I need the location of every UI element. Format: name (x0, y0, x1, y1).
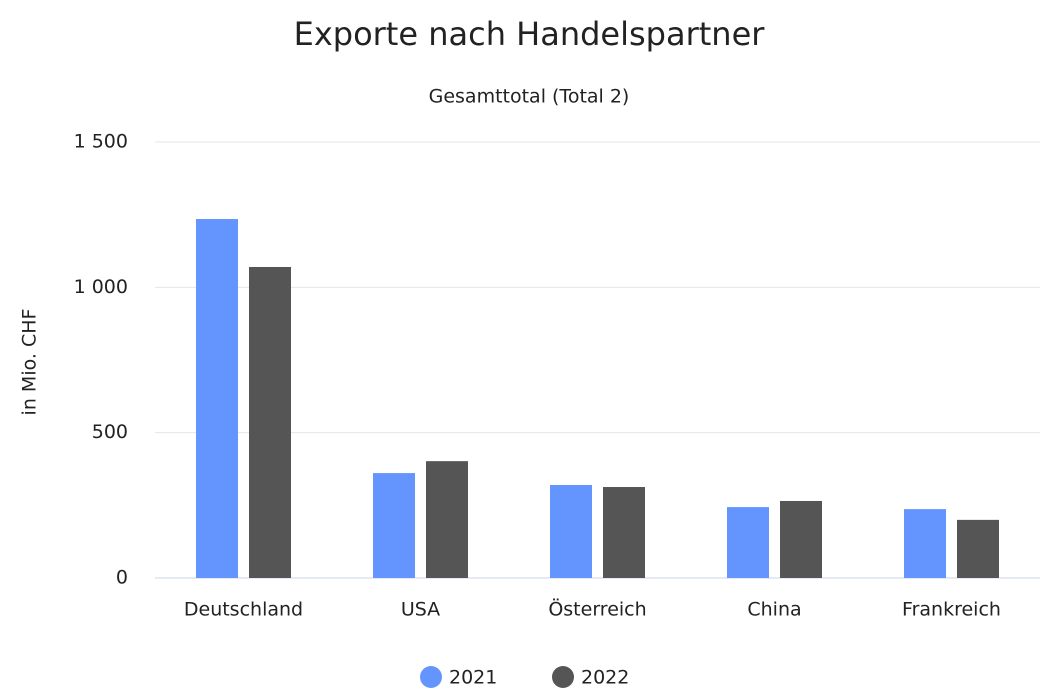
y-tick-label: 1 000 (74, 276, 128, 298)
x-tick-label: Frankreich (902, 599, 1001, 621)
y-tick-label: 500 (92, 421, 128, 443)
chart-subtitle: Gesamttotal (Total 2) (429, 86, 630, 108)
legend-marker (552, 666, 574, 688)
bar (957, 519, 999, 578)
bar (780, 500, 822, 578)
chart-title: Exporte nach Handelspartner (294, 15, 766, 53)
bar (727, 507, 769, 578)
bar (904, 509, 946, 578)
bar (550, 484, 592, 578)
bar (603, 487, 645, 578)
x-tick-label: Deutschland (184, 599, 303, 621)
y-tick-label: 0 (116, 567, 128, 589)
x-tick-label: China (747, 599, 801, 621)
bar (373, 473, 415, 578)
y-tick-label: 1 500 (74, 131, 128, 153)
legend-label: 2021 (449, 667, 497, 689)
legend-marker (420, 666, 442, 688)
x-tick-label: Österreich (548, 598, 646, 621)
legend-label: 2022 (581, 667, 629, 689)
bar (196, 219, 238, 578)
y-axis-label: in Mio. CHF (19, 309, 41, 416)
x-tick-label: USA (401, 599, 440, 621)
bar (249, 266, 291, 578)
bar (426, 461, 468, 578)
